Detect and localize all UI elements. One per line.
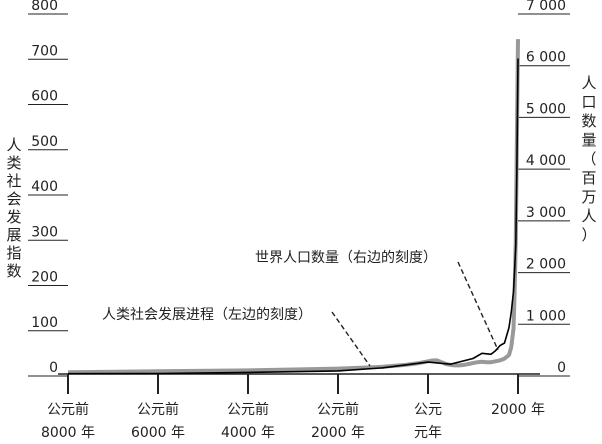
right-axis-title: 人口数量（百万人）: [581, 74, 596, 244]
x-tick-label-line2: 6000 年: [131, 425, 185, 441]
svg-text:人类社会发展指数: 人类社会发展指数: [6, 136, 21, 280]
left-tick-label: 600: [31, 89, 58, 105]
series-line-world-population: [67, 58, 519, 375]
right-tick-label: 3 000: [526, 205, 566, 221]
x-tick-label: 公元前: [47, 401, 89, 418]
svg-text:人类社会发展进程（左边的刻度）: 人类社会发展进程（左边的刻度）: [102, 307, 312, 323]
right-tick-label: 0: [557, 360, 566, 376]
right-tick-label: 6 000: [526, 50, 566, 66]
svg-text:世界人口数量（右边的刻度）: 世界人口数量（右边的刻度）: [255, 250, 437, 266]
annotation-development: 人类社会发展进程（左边的刻度）: [102, 307, 371, 367]
right-tick-label: 7 000: [526, 0, 566, 14]
x-tick-label: 公元前: [317, 401, 359, 418]
x-axis-ticks: [67, 374, 519, 394]
x-tick-label-line2: 元年: [414, 425, 442, 441]
x-tick-label-line2: 4000 年: [221, 425, 275, 441]
left-tick-label: 800: [31, 0, 58, 14]
left-tick-label: 200: [31, 270, 58, 286]
left-tick-label: 0: [49, 360, 58, 376]
svg-text:人口数量（百万人）: 人口数量（百万人）: [581, 74, 596, 244]
right-tick-label: 5 000: [526, 101, 566, 117]
left-tick-label: 100: [31, 315, 58, 331]
left-axis-title: 人类社会发展指数: [6, 136, 21, 280]
x-tick-label: 2000 年: [491, 402, 545, 418]
x-tick-label: 公元前: [227, 401, 269, 418]
right-tick-label: 4 000: [526, 153, 566, 169]
x-tick-label: 公元前: [137, 401, 179, 418]
right-tick-label: 2 000: [526, 257, 566, 273]
x-tick-label-line2: 2000 年: [311, 425, 365, 441]
left-tick-label: 700: [31, 43, 58, 59]
x-tick-label-line2: 8000 年: [41, 425, 95, 441]
annotation-population: 世界人口数量（右边的刻度）: [255, 250, 499, 351]
left-tick-label: 500: [31, 134, 58, 150]
x-tick-label: 公元: [414, 402, 442, 418]
right-tick-label: 1 000: [526, 308, 566, 324]
right-axis-ticks: 7 000 6 000 5 000 4 000 3 000 2 000 1 000 0: [518, 0, 570, 377]
left-tick-label: 400: [31, 179, 58, 195]
left-axis-ticks: 800 700 600 500 400 300 200 100 0: [28, 0, 68, 377]
left-tick-label: 300: [31, 224, 58, 240]
